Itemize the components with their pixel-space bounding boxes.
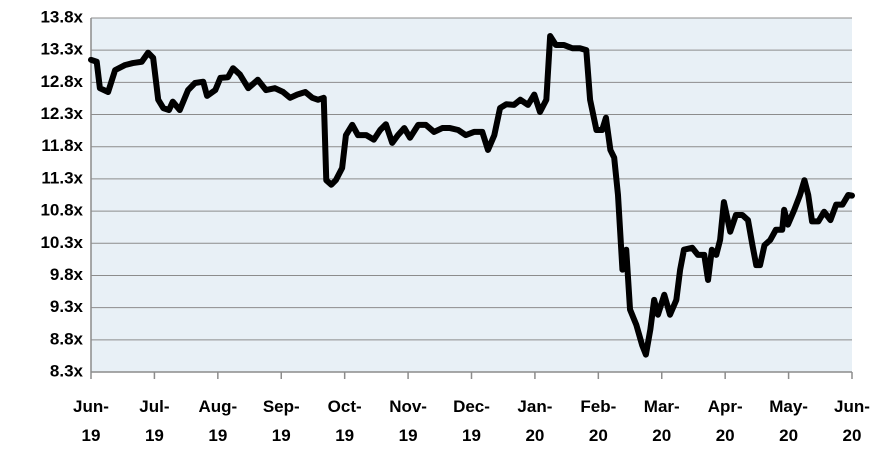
y-tick-label: 13.3x <box>40 40 83 59</box>
x-tick-label: Nov-19 <box>389 397 427 445</box>
x-tick-label: Jun-19 <box>73 397 109 445</box>
x-tick-label: May-20 <box>769 397 808 445</box>
y-tick-label: 12.8x <box>40 72 83 91</box>
x-tick-label: Feb-20 <box>580 397 616 445</box>
x-tick-label: Oct-19 <box>328 397 362 445</box>
y-tick-label: 10.3x <box>40 233 83 252</box>
y-tick-label: 12.3x <box>40 104 83 123</box>
x-tick-label: Jun-20 <box>834 397 870 445</box>
y-tick-label: 8.3x <box>50 361 84 380</box>
x-tick-label: Apr-20 <box>708 397 743 445</box>
y-tick-label: 13.8x <box>40 7 83 26</box>
x-tick-label: Dec-19 <box>453 397 490 445</box>
y-tick-label: 9.3x <box>50 297 84 316</box>
y-tick-label: 11.8x <box>41 136 83 155</box>
y-tick-label: 9.8x <box>50 265 84 284</box>
y-tick-label: 8.8x <box>50 329 84 348</box>
line <box>88 33 855 358</box>
y-tick-label: 10.8x <box>40 201 83 220</box>
y-tick-label: 11.3x <box>41 168 83 187</box>
plot-area <box>91 18 852 372</box>
x-tick-label: Jan-20 <box>517 397 552 445</box>
x-tick-label: Sep-19 <box>263 397 300 445</box>
x-tick-label: Jul-19 <box>139 397 169 445</box>
x-tick-label: Aug-19 <box>198 397 237 445</box>
x-tick-label: Mar-20 <box>644 397 680 445</box>
